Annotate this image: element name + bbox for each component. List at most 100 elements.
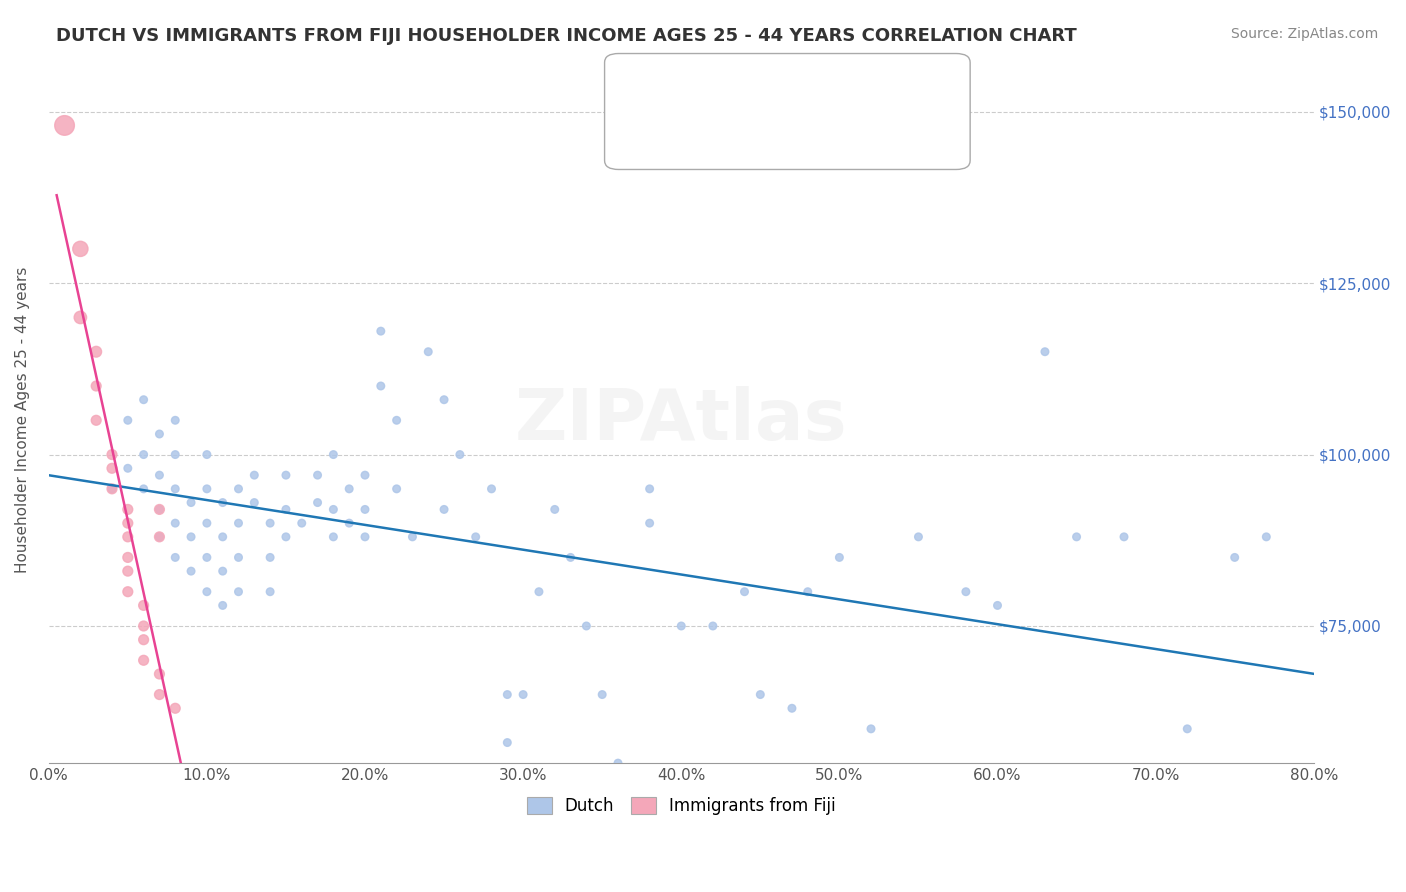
Point [211,495,233,509]
Point [165,516,187,530]
Point [148,530,170,544]
Point [433,502,456,516]
Point [148,427,170,442]
Point [101,482,124,496]
Point [228,584,250,599]
Point [84,344,107,359]
Point [195,550,218,565]
Point [307,495,329,509]
Point [117,461,139,475]
Point [749,688,772,702]
Point [274,530,297,544]
Text: ZIPAtlas: ZIPAtlas [515,385,848,455]
Point [211,530,233,544]
Point [449,448,471,462]
Point [69,242,91,256]
Point [148,502,170,516]
Point [401,530,423,544]
Point [1175,722,1198,736]
Point [337,482,360,496]
Point [117,584,139,599]
Point [907,530,929,544]
Point [496,688,519,702]
Point [354,530,377,544]
Point [148,688,170,702]
Point [370,324,392,338]
Point [132,599,155,613]
Point [322,448,344,462]
Point [243,468,266,483]
Point [228,516,250,530]
Point [797,584,820,599]
Point [117,530,139,544]
Point [165,413,187,427]
Point [101,448,124,462]
Point [243,495,266,509]
Point [117,564,139,578]
Point [148,468,170,483]
Point [180,564,202,578]
Point [165,550,187,565]
Point [211,599,233,613]
Point [117,516,139,530]
Point [132,392,155,407]
Point [101,461,124,475]
Point [84,413,107,427]
Point [527,584,550,599]
Point [337,516,360,530]
Point [132,448,155,462]
Point [259,516,281,530]
Point [370,379,392,393]
Point [986,599,1008,613]
Point [148,530,170,544]
Point [828,550,851,565]
Point [165,448,187,462]
Point [1033,344,1056,359]
Point [195,584,218,599]
Point [638,482,661,496]
Point [195,516,218,530]
Point [180,530,202,544]
Point [274,468,297,483]
Point [180,495,202,509]
Point [307,468,329,483]
Point [464,530,486,544]
Point [859,722,882,736]
Point [228,482,250,496]
Point [291,516,314,530]
Point [734,584,756,599]
Point [274,502,297,516]
Point [84,379,107,393]
Point [165,482,187,496]
Point [354,502,377,516]
Point [607,756,630,771]
Point [211,564,233,578]
Point [322,502,344,516]
Point [638,516,661,530]
Text: DUTCH VS IMMIGRANTS FROM FIJI HOUSEHOLDER INCOME AGES 25 - 44 YEARS CORRELATION : DUTCH VS IMMIGRANTS FROM FIJI HOUSEHOLDE… [56,27,1077,45]
Point [496,735,519,749]
Point [228,550,250,565]
Point [591,688,613,702]
Point [512,688,534,702]
Point [544,502,567,516]
Point [259,550,281,565]
Point [780,701,803,715]
Point [354,468,377,483]
Point [117,413,139,427]
Point [671,619,693,633]
Y-axis label: Householder Income Ages 25 - 44 years: Householder Income Ages 25 - 44 years [15,267,30,574]
Point [195,482,218,496]
Point [117,502,139,516]
Point [195,448,218,462]
Point [1066,530,1088,544]
Text: Source: ZipAtlas.com: Source: ZipAtlas.com [1230,27,1378,41]
Point [148,667,170,681]
Point [132,632,155,647]
Point [259,584,281,599]
Point [1256,530,1278,544]
Point [702,619,724,633]
Point [433,392,456,407]
Point [1223,550,1246,565]
Point [385,413,408,427]
